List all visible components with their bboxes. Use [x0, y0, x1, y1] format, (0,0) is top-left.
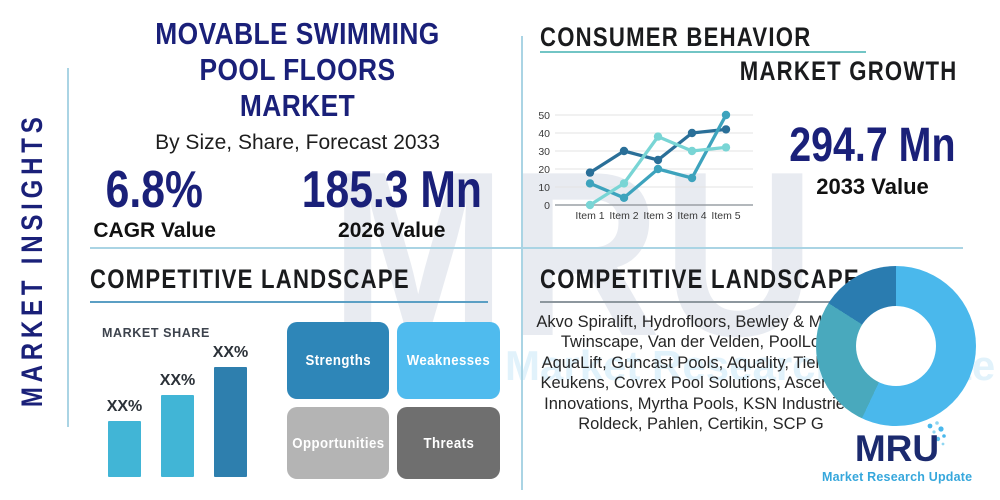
x-tick-label: Item 2: [609, 210, 638, 222]
marker-series-teal: [619, 193, 629, 202]
market-growth-heading: MARKET GROWTH: [739, 56, 957, 86]
marker-series-dark-blue: [619, 146, 629, 156]
cagr-stat: 6.8% CAGR Value: [93, 163, 216, 243]
x-tick-label: Item 4: [677, 210, 706, 222]
y-tick-label: 20: [538, 164, 550, 176]
marker-series-light-cyan: [585, 200, 595, 210]
market-growth-chart: 0 10 20 30 40 50 Item 1 Item 2 Item 3 Item 4 Item …: [538, 110, 753, 222]
marker-series-light-cyan: [721, 143, 731, 152]
marker-series-dark-blue: [653, 155, 663, 165]
market-share-label: MARKET SHARE: [102, 326, 210, 340]
marker-series-teal: [653, 164, 663, 174]
swot-weaknesses: Weaknesses: [397, 322, 500, 399]
swot-threats: Threats: [397, 407, 500, 479]
company-list: Akvo Spiralift, Hydrofloors, Bewley & Me…: [536, 313, 866, 434]
swot-opportunities-label: Opportunities: [291, 434, 385, 452]
left-vertical-divider: [67, 68, 69, 427]
marker-series-teal: [585, 179, 595, 188]
swot-threats-label: Threats: [423, 434, 474, 452]
consumer-behavior-underline: [540, 51, 866, 53]
marker-series-teal: [687, 173, 697, 183]
marker-series-light-cyan: [619, 179, 629, 188]
market-share-bar-value: XX%: [212, 344, 249, 361]
mru-logo: MRU Market Research Update: [822, 428, 973, 485]
marker-series-dark-blue: [585, 168, 595, 177]
page-title: MOVABLE SWIMMING POOL FLOORS MARKET: [121, 16, 474, 124]
mru-logo-text: MRU: [854, 428, 940, 469]
stats-row: 6.8% CAGR Value 185.3 Mn 2026 Value: [90, 163, 505, 243]
donut-hole: [856, 306, 936, 386]
market-share-bar-value: XX%: [106, 398, 143, 415]
swot-strengths: Strengths: [287, 322, 389, 399]
page-subtitle: By Size, Share, Forecast 2033: [155, 131, 440, 154]
forecast-stat: 294.7 Mn 2033 Value: [770, 120, 975, 200]
swot-weaknesses-label: Weaknesses: [406, 352, 491, 369]
market-share-bar-2: [161, 395, 194, 477]
swot-strengths-label: Strengths: [305, 352, 371, 369]
market-share-chart: XX% XX% XX%: [102, 335, 262, 477]
competitive-left-underline: [90, 301, 488, 303]
swot-grid: Strengths Weaknesses Opportunities Threa…: [287, 322, 500, 479]
y-tick-label: 0: [544, 200, 550, 212]
y-tick-label: 10: [538, 182, 550, 194]
cagr-label: CAGR Value: [93, 219, 216, 242]
y-tick-label: 30: [538, 146, 550, 158]
horizontal-divider: [90, 247, 963, 249]
base-year-label: 2026 Value: [338, 219, 446, 242]
forecast-label: 2033 Value: [816, 174, 929, 199]
page-title-line1: MOVABLE SWIMMING POOL FLOORS: [155, 16, 440, 87]
market-share-bar-3: [214, 367, 247, 477]
market-insights-section: MOVABLE SWIMMING POOL FLOORS MARKET By S…: [90, 16, 505, 243]
marker-series-light-cyan: [653, 132, 663, 141]
x-tick-label: Item 1: [575, 210, 604, 222]
swot-opportunities: Opportunities: [287, 407, 389, 479]
mru-logo-tagline: Market Research Update: [822, 470, 973, 484]
cagr-value: 6.8%: [106, 161, 204, 219]
center-vertical-divider: [521, 36, 523, 490]
x-tick-label: Item 3: [643, 210, 672, 222]
marker-series-dark-blue: [721, 125, 731, 134]
y-tick-label: 40: [538, 128, 550, 140]
forecast-value: 294.7 Mn: [789, 119, 956, 172]
logo-splash-icon: [927, 421, 946, 446]
y-tick-label: 50: [538, 110, 550, 122]
base-year-stat: 185.3 Mn 2026 Value: [282, 163, 502, 243]
competitive-landscape-left-heading: COMPETITIVE LANDSCAPE: [90, 264, 410, 294]
competitive-right-underline: [540, 301, 873, 303]
marker-series-dark-blue: [687, 128, 697, 138]
consumer-behavior-heading: CONSUMER BEHAVIOR: [540, 22, 812, 52]
vertical-rail: MARKET INSIGHTS: [15, 89, 51, 431]
x-tick-label: Item 5: [711, 210, 740, 222]
market-share-bar-value: XX%: [159, 372, 196, 389]
market-share-bar-1: [108, 421, 141, 477]
page-title-line2: MARKET: [239, 88, 356, 123]
donut-chart: [816, 266, 976, 426]
base-year-value: 185.3 Mn: [301, 161, 482, 219]
vertical-rail-label: MARKET INSIGHTS: [16, 112, 49, 408]
marker-series-teal: [721, 110, 731, 120]
competitive-landscape-right-heading: COMPETITIVE LANDSCAPE: [540, 264, 860, 294]
marker-series-light-cyan: [687, 146, 697, 156]
